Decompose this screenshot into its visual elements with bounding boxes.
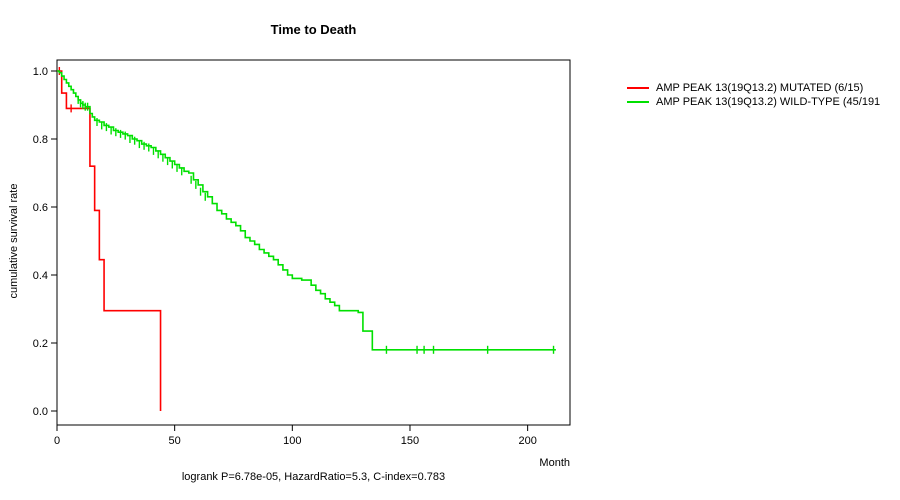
x-tick-label: 0 — [54, 435, 60, 447]
legend-label-mutated: AMP PEAK 13(19Q13.2) MUTATED (6/15) — [656, 81, 864, 94]
survival-curve-1 — [57, 70, 556, 351]
y-tick-label: 0.0 — [33, 406, 48, 418]
chart-title: Time to Death — [270, 22, 357, 37]
x-tick-label: 200 — [518, 435, 536, 447]
legend-line-mutated-icon — [627, 86, 649, 89]
legend-label-wildtype: AMP PEAK 13(19Q13.2) WILD-TYPE (45/191 — [656, 95, 881, 108]
stats-annotation: logrank P=6.78e-05, HazardRatio=5.3, C-i… — [181, 471, 446, 483]
x-tick-label: 150 — [401, 435, 419, 447]
y-axis-title: cumulative survival rate — [8, 183, 20, 299]
x-tick-label: 100 — [283, 435, 301, 447]
x-tick-label: 50 — [169, 435, 181, 447]
y-tick-label: 0.4 — [33, 270, 48, 282]
y-tick-label: 0.8 — [33, 134, 48, 146]
survival-curve-0 — [57, 70, 162, 411]
plot-box — [56, 59, 571, 426]
y-tick-label: 0.6 — [33, 202, 48, 214]
legend-item-mutated: AMP PEAK 13(19Q13.2) MUTATED (6/15) — [627, 81, 880, 94]
legend-item-wildtype: AMP PEAK 13(19Q13.2) WILD-TYPE (45/191 — [627, 95, 880, 108]
x-axis-title: Month — [539, 457, 570, 469]
y-tick-label: 1.0 — [33, 66, 48, 78]
legend-line-wildtype-icon — [627, 100, 649, 103]
legend: AMP PEAK 13(19Q13.2) MUTATED (6/15) AMP … — [627, 81, 880, 109]
y-tick-label: 0.2 — [33, 338, 48, 350]
